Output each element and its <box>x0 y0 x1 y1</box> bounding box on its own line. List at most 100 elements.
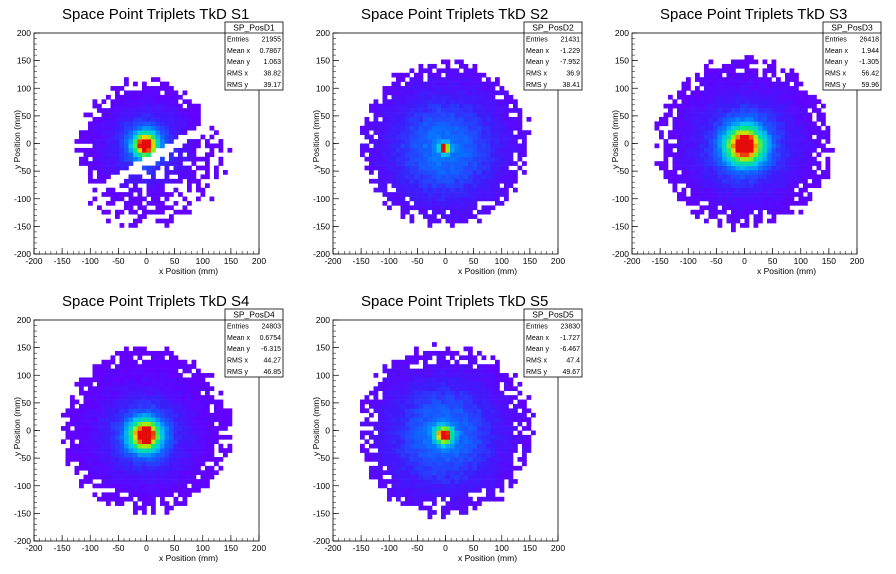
heatmap-cell <box>387 452 392 458</box>
heatmap-cell <box>758 139 763 144</box>
heatmap-cell <box>486 77 491 82</box>
heatmap-cell <box>681 125 687 131</box>
heatmap-cell <box>704 161 709 166</box>
heatmap-cell <box>481 112 487 118</box>
heatmap-cell <box>155 165 161 171</box>
heatmap-cell <box>825 125 831 131</box>
heatmap-cell <box>780 130 786 135</box>
heatmap-cell <box>794 90 799 96</box>
heatmap-cell <box>767 125 772 131</box>
heatmap-cell <box>740 130 745 135</box>
heatmap-cell <box>807 134 813 140</box>
heatmap-cell <box>391 390 397 396</box>
heatmap-cell <box>164 81 170 87</box>
heatmap-cell <box>445 196 451 202</box>
heatmap-cell <box>391 147 397 153</box>
heatmap-cell <box>164 412 170 418</box>
heatmap-cell <box>196 457 201 462</box>
heatmap-cell <box>517 130 523 135</box>
heatmap-cell <box>726 156 732 162</box>
heatmap-cell <box>142 390 147 396</box>
heatmap-cell <box>400 187 406 193</box>
heatmap-cell <box>409 86 415 91</box>
heatmap-cell <box>495 77 500 82</box>
heatmap-cell <box>97 377 102 383</box>
heatmap-cell <box>133 143 138 149</box>
heatmap-cell <box>115 386 120 392</box>
heatmap-cell <box>454 474 460 480</box>
heatmap-cell <box>436 121 442 127</box>
heatmap-cell <box>191 483 197 489</box>
stats-value: 21431 <box>561 36 581 43</box>
heatmap-cell <box>490 205 496 211</box>
heatmap-cell <box>499 187 505 193</box>
heatmap-cell <box>704 147 709 153</box>
heatmap-cell <box>463 108 469 113</box>
y-tick-label: -150 <box>612 221 629 231</box>
heatmap-cell <box>391 112 397 118</box>
heatmap-cell <box>798 200 804 206</box>
heatmap-cell <box>686 86 691 91</box>
heatmap-cell <box>722 116 727 122</box>
heatmap-cell <box>218 156 224 162</box>
heatmap-cell <box>749 77 754 82</box>
heatmap-cell <box>423 479 428 484</box>
heatmap-cell <box>405 156 410 162</box>
heatmap-cell <box>704 134 709 140</box>
heatmap-cell <box>124 165 129 171</box>
heatmap-cell <box>414 390 419 396</box>
heatmap-cell <box>695 178 700 184</box>
x-tick-label: 50 <box>768 256 778 266</box>
heatmap-cell <box>432 108 437 113</box>
chart-title: Space Point Triplets TkD S4 <box>62 293 249 310</box>
heatmap-cell <box>668 170 673 175</box>
heatmap-cell <box>133 196 138 202</box>
heatmap-cell <box>92 470 98 475</box>
heatmap-cell <box>463 386 469 392</box>
heatmap-cell <box>400 373 406 378</box>
heatmap-cell <box>432 99 437 105</box>
heatmap-cell <box>490 174 496 180</box>
heatmap-cell <box>160 448 165 453</box>
heatmap-cell <box>414 143 419 149</box>
heatmap-cell <box>495 99 500 105</box>
heatmap-cell <box>749 81 754 87</box>
stats-value: 38.82 <box>263 71 281 78</box>
heatmap-cell <box>182 209 188 215</box>
heatmap-cell <box>382 403 388 409</box>
heatmap-cell <box>735 178 741 184</box>
heatmap-cell <box>205 470 210 475</box>
heatmap-cell <box>713 134 718 140</box>
heatmap-cell <box>740 223 745 228</box>
heatmap-cell <box>160 395 165 400</box>
heatmap-cell <box>155 373 161 378</box>
heatmap-cell <box>490 90 496 96</box>
heatmap-cell <box>92 461 98 467</box>
heatmap-cell <box>106 147 111 153</box>
heatmap-cell <box>427 412 433 418</box>
heatmap-cell <box>155 470 161 475</box>
heatmap-cell <box>400 170 406 175</box>
heatmap-cell <box>115 496 120 502</box>
heatmap-cell <box>200 399 206 405</box>
heatmap-cell <box>472 377 478 383</box>
heatmap-cell <box>396 390 401 396</box>
heatmap-cell <box>400 412 406 418</box>
heatmap-cell <box>441 457 446 462</box>
heatmap-cell <box>414 470 419 475</box>
x-tick-label: -200 <box>25 543 42 553</box>
heatmap-cell <box>396 108 401 113</box>
heatmap-cell <box>101 156 107 162</box>
heatmap-cell <box>137 134 143 140</box>
heatmap-cell <box>780 125 786 131</box>
heatmap-cell <box>360 130 365 135</box>
heatmap-cell <box>686 174 691 180</box>
heatmap-cell <box>382 386 388 392</box>
heatmap-cell <box>690 139 696 144</box>
heatmap-cell <box>749 72 754 78</box>
heatmap-cell <box>490 187 496 193</box>
heatmap-cell <box>200 417 206 422</box>
heatmap-cell <box>146 465 152 471</box>
heatmap-cell <box>200 373 206 378</box>
heatmap-cell <box>101 399 107 405</box>
